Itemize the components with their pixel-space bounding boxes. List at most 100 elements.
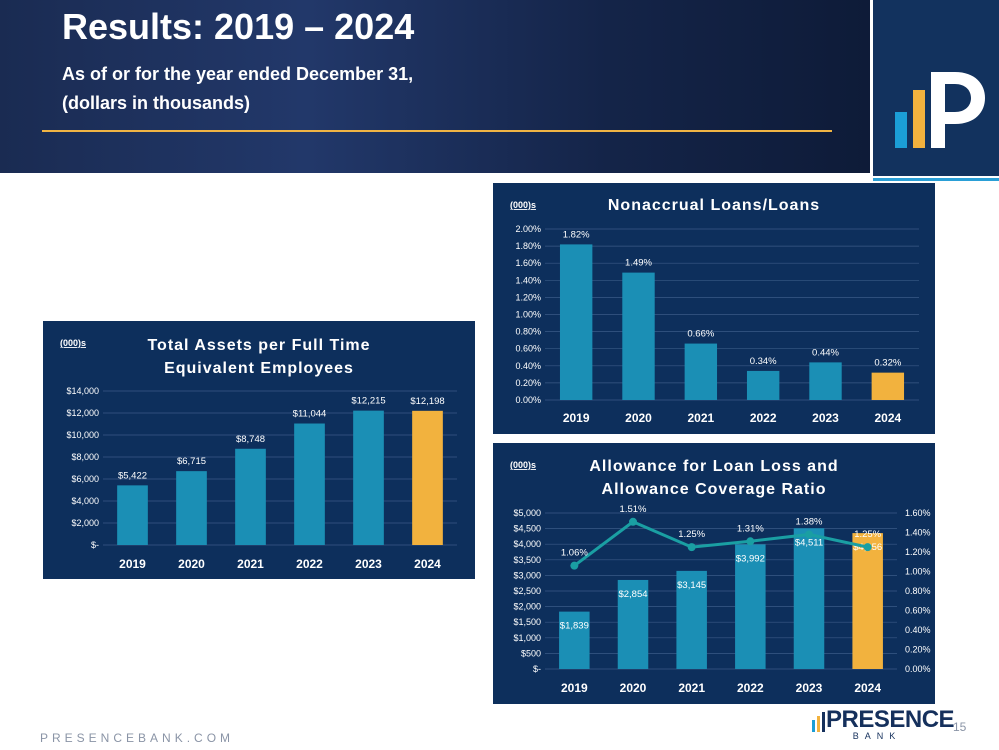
y-tick-label: $12,000: [66, 408, 99, 418]
subtitle-line-2: (dollars in thousands): [62, 93, 251, 113]
x-tick-label: 2021: [687, 411, 714, 425]
x-tick-label: 2023: [355, 557, 382, 571]
line-data-label: 1.38%: [796, 516, 823, 527]
y-tick-label: $6,000: [71, 474, 99, 484]
bar-data-label: $4,511: [795, 537, 823, 548]
y-tick-label: $1,500: [513, 617, 541, 627]
presence-logo: [873, 0, 999, 176]
bar-2021: [684, 343, 718, 400]
header-banner: [0, 0, 870, 173]
line-data-label: 1.06%: [561, 548, 588, 559]
x-tick-label: 2021: [237, 557, 264, 571]
brand-bars-icon: [812, 712, 825, 732]
x-tick-label: 2020: [625, 411, 652, 425]
chart-units-badge: (000)s: [510, 460, 536, 470]
y-tick-label: $2,000: [513, 602, 541, 612]
bar-2022: [746, 370, 780, 400]
y-tick-label: 0.40%: [515, 361, 541, 371]
coverage-ratio-point: [687, 543, 696, 552]
y2-tick-label: 0.80%: [905, 586, 931, 596]
coverage-ratio-point: [570, 561, 579, 570]
chart-title: Total Assets per Full Time: [147, 337, 370, 354]
y-tick-label: $2,500: [513, 586, 541, 596]
chart-title: Equivalent Employees: [164, 360, 354, 377]
chart-nonaccrual: (000)s Nonaccrual Loans/Loans 0.00% 0.20% 0.…: [493, 183, 935, 434]
bar-2023: [793, 528, 825, 669]
y-tick-label: $-: [91, 540, 99, 550]
line-data-label: 1.31%: [737, 523, 764, 534]
coverage-ratio-point: [746, 537, 755, 546]
y2-tick-label: 1.20%: [905, 547, 931, 557]
bar-data-label: $12,198: [410, 396, 444, 407]
y-tick-label: 1.80%: [515, 241, 541, 251]
bar-data-label: 1.49%: [625, 258, 652, 269]
bar-data-label: $6,715: [177, 456, 206, 467]
bar-data-label: $11,044: [293, 409, 327, 420]
chart-allowance-svg: (000)s Allowance for Loan Loss and Allowan…: [510, 458, 931, 695]
x-tick-label: 2022: [296, 557, 323, 571]
chart-title: Allowance Coverage Ratio: [602, 481, 827, 498]
y-tick-label: $3,000: [513, 570, 541, 580]
chart-units-badge: (000)s: [60, 338, 86, 348]
bar-2020: [622, 272, 655, 400]
bar-2020: [176, 471, 207, 545]
y-tick-label: $3,500: [513, 555, 541, 565]
coverage-ratio-point: [629, 517, 637, 526]
subtitle-line-1: As of or for the year ended December 31,: [62, 64, 414, 84]
y2-tick-label: 0.20%: [905, 645, 931, 655]
coverage-ratio-point: [805, 530, 813, 539]
chart-title: Allowance for Loan Loss and: [589, 458, 838, 475]
chart-allowance: (000)s Allowance for Loan Loss and Allowan…: [493, 443, 935, 704]
y-tick-label: 1.40%: [515, 275, 541, 285]
y-tick-label: $-: [533, 664, 541, 674]
bar-2023: [353, 410, 384, 545]
chart-total-assets: (000)s Total Assets per Full Time Equivale…: [43, 321, 475, 579]
bar-data-label: $8,748: [236, 434, 265, 445]
y2-tick-label: 1.60%: [905, 508, 931, 518]
bar-data-label: 0.66%: [687, 329, 714, 340]
presence-logo-icon: [895, 72, 985, 148]
y-tick-label: $4,000: [513, 539, 541, 549]
logo-underline: [873, 178, 999, 181]
line-data-label: 1.51%: [620, 504, 647, 515]
y2-tick-label: 0.60%: [905, 606, 931, 616]
y2-tick-label: 0.40%: [905, 625, 931, 635]
page-title: Results: 2019 – 2024: [62, 6, 415, 47]
y-tick-label: $2,000: [71, 518, 99, 528]
bar-data-label: $3,145: [677, 580, 706, 591]
y-tick-label: 1.20%: [515, 292, 541, 302]
x-tick-label: 2023: [812, 411, 839, 425]
chart-title: Nonaccrual Loans/Loans: [608, 197, 820, 214]
bar-2022: [294, 423, 325, 545]
footer-brand-logo: PRESENCE BANK: [812, 706, 955, 746]
x-tick-label: 2019: [563, 411, 590, 425]
y-tick-label: $4,500: [513, 524, 541, 534]
x-tick-label: 2019: [561, 681, 588, 695]
bar-data-label: $12,215: [351, 396, 385, 407]
y2-tick-label: 0.00%: [905, 664, 931, 674]
y-tick-label: 0.20%: [515, 378, 541, 388]
y-tick-label: $5,000: [513, 508, 541, 518]
x-tick-label: 2020: [620, 681, 647, 695]
chart-nonaccrual-svg: (000)s Nonaccrual Loans/Loans 0.00% 0.20% 0.…: [510, 197, 919, 425]
coverage-ratio-line: [573, 520, 868, 567]
x-tick-label: 2023: [796, 681, 823, 695]
y-tick-label: 0.80%: [515, 327, 541, 337]
bar-data-label: $3,992: [736, 553, 765, 564]
page-number: 15: [953, 720, 967, 734]
bar-data-label: 0.44%: [812, 347, 839, 358]
y-tick-label: 0.00%: [515, 395, 541, 405]
y-tick-label: $1,000: [513, 633, 541, 643]
y-tick-label: 1.60%: [515, 258, 541, 268]
y-tick-label: $10,000: [66, 430, 99, 440]
bar-data-label: $1,839: [560, 621, 589, 632]
bar-2024: [871, 372, 905, 400]
y-tick-label: 0.60%: [515, 344, 541, 354]
bar-2020: [617, 579, 649, 669]
x-tick-label: 2022: [737, 681, 764, 695]
y-tick-label: 2.00%: [515, 224, 541, 234]
bar-2024: [412, 410, 443, 545]
line-data-label: 1.25%: [678, 529, 705, 540]
y-tick-label: $500: [521, 648, 541, 658]
x-tick-label: 2024: [414, 557, 441, 571]
